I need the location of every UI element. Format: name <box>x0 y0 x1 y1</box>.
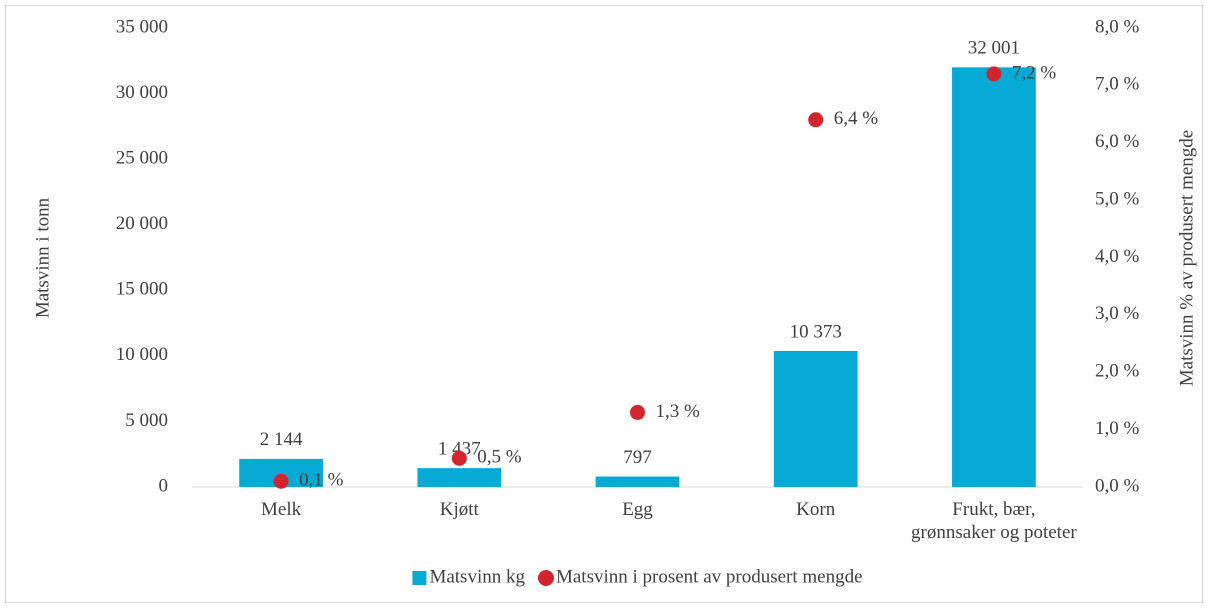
x-tick-label: Korn <box>796 499 836 520</box>
x-tick-label: Egg <box>622 499 653 520</box>
x-tick-label: Melk <box>261 499 302 520</box>
legend: Matsvinn kg Matsvinn i prosent av produse… <box>412 566 863 587</box>
point <box>986 66 1002 82</box>
y-tick-label: 30 000 <box>116 82 168 103</box>
point-value-label: 6,4 % <box>834 108 879 129</box>
bar <box>773 350 858 487</box>
point <box>273 473 289 489</box>
y2-axis-label: Matsvinn % av produsert mengde <box>1176 130 1197 386</box>
bar <box>417 468 502 487</box>
point-value-label: 1,3 % <box>656 401 701 422</box>
bar-value-label: 32 001 <box>968 38 1020 59</box>
y-tick-label: 10 000 <box>116 344 168 365</box>
y-tick-label: 35 000 <box>116 16 168 37</box>
bar-value-label: 1 437 <box>438 439 481 460</box>
y-axis-label: Matsvinn i tonn <box>32 197 53 318</box>
bar <box>952 67 1036 487</box>
bar <box>595 476 680 487</box>
point <box>451 450 467 466</box>
legend-swatch <box>537 570 554 586</box>
point-value-label: 0,5 % <box>477 447 522 468</box>
y2-tick-label: 5,0 % <box>1095 188 1140 209</box>
x-tick-label-box: Melk <box>261 499 302 520</box>
legend-label: Matsvinn i prosent av produsert mengde <box>556 566 863 587</box>
y2-tick-label: 7,0 % <box>1095 74 1140 95</box>
x-tick-label-box: Frukt, bær, grønnsaker og poteter <box>911 499 1077 543</box>
y-tick-label: 15 000 <box>116 279 168 300</box>
y2-tick-label: 0,0 % <box>1095 475 1140 496</box>
y2-tick-label: 1,0 % <box>1095 418 1140 439</box>
x-tick-label-box: Egg <box>622 499 653 520</box>
legend-label: Matsvinn kg <box>429 566 525 587</box>
point-value-label: 0,1 % <box>299 470 344 491</box>
y-tick-label: 20 000 <box>116 213 168 234</box>
point-value-label: 7,2 % <box>1012 62 1057 83</box>
y2-tick-label: 3,0 % <box>1095 303 1140 324</box>
y2-tick-label: 8,0 % <box>1095 16 1140 37</box>
y2-tick-label: 4,0 % <box>1095 246 1140 267</box>
y2-tick-label: 6,0 % <box>1095 131 1140 152</box>
x-tick-label-box: Kjøtt <box>439 499 479 520</box>
y-tick-label: 0 <box>159 475 169 496</box>
y-tick-label: 25 000 <box>116 148 168 169</box>
legend-swatch <box>412 571 427 585</box>
y-tick-label: 5 000 <box>125 410 168 431</box>
bar-value-label: 2 144 <box>260 429 303 450</box>
x-tick-label: Frukt, bær, grønnsaker og poteter <box>911 499 1077 543</box>
x-tick-label-box: Korn <box>796 499 836 520</box>
bar-value-label: 10 373 <box>790 321 842 342</box>
bar-value-label: 797 <box>623 447 652 468</box>
y2-tick-label: 2,0 % <box>1095 361 1140 382</box>
x-tick-label: Kjøtt <box>439 499 479 520</box>
point <box>630 404 645 420</box>
point <box>808 112 824 128</box>
